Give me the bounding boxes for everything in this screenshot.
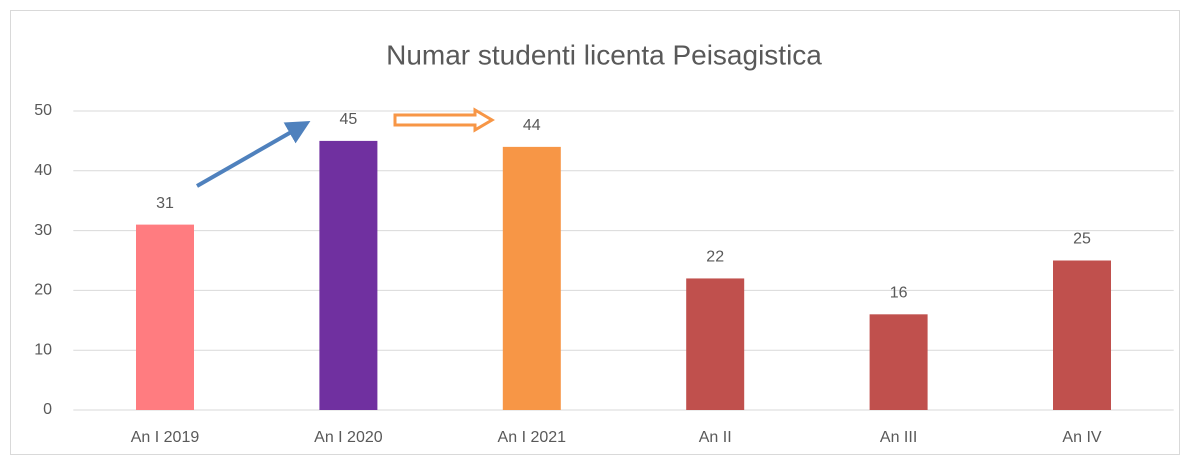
- data-label: 16: [890, 285, 908, 302]
- trend-arrow: [393, 107, 495, 133]
- y-tick-label: 30: [34, 222, 52, 239]
- bar: [686, 278, 745, 410]
- data-label: 25: [1073, 231, 1091, 248]
- y-tick-label: 0: [43, 401, 52, 418]
- y-tick-label: 40: [34, 162, 52, 179]
- data-label: 31: [156, 195, 174, 212]
- data-label: 45: [340, 111, 358, 128]
- bar: [1053, 260, 1111, 410]
- x-tick-label: An I 2020: [314, 429, 383, 446]
- chart-title: Numar studenti licenta Peisagistica: [386, 39, 822, 70]
- x-tick-label: An III: [880, 429, 917, 446]
- bar: [869, 314, 928, 410]
- x-tick-label: An II: [699, 429, 732, 446]
- chart-border: [10, 10, 1180, 455]
- bar: [136, 224, 194, 410]
- y-tick-label: 20: [34, 282, 52, 299]
- y-tick-label: 10: [34, 341, 52, 358]
- bar: [319, 140, 378, 410]
- data-label: 44: [523, 117, 541, 134]
- trend-arrow: [196, 121, 311, 188]
- x-tick-label: An IV: [1062, 429, 1101, 446]
- data-label: 22: [706, 249, 724, 266]
- bar: [502, 146, 561, 410]
- x-tick-label: An I 2021: [498, 429, 567, 446]
- y-tick-label: 50: [34, 102, 52, 119]
- x-tick-label: An I 2019: [131, 429, 200, 446]
